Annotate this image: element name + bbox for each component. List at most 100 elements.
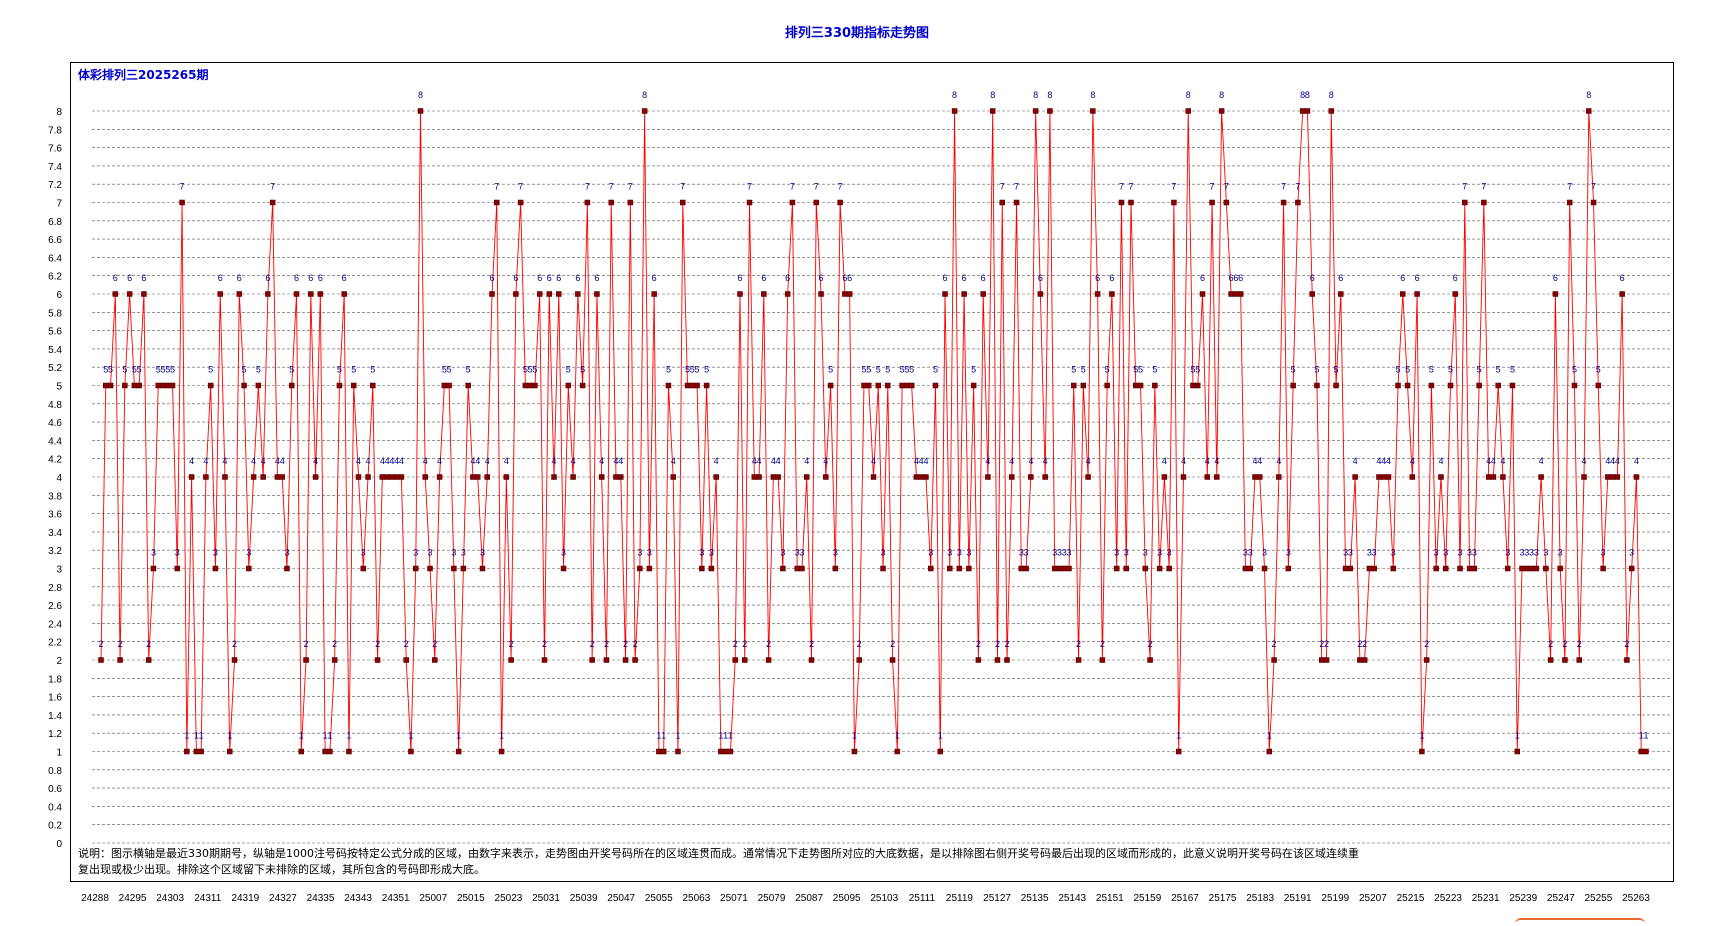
data-label: 8: [1047, 90, 1052, 100]
data-point: [174, 565, 181, 572]
data-label: 4: [1043, 456, 1048, 466]
data-point: [1419, 748, 1425, 755]
data-label: 5: [885, 365, 890, 375]
data-point: [508, 657, 514, 663]
data-point: [1199, 291, 1206, 297]
data-label: 3: [795, 548, 800, 558]
data-point: [312, 474, 319, 480]
data-label: 1: [1419, 731, 1424, 741]
data-label: 4: [1162, 456, 1167, 466]
data-point: [603, 657, 610, 663]
data-point: [184, 748, 190, 755]
data-point: [641, 108, 648, 114]
series-line: [100, 110, 1646, 752]
data-point: [637, 565, 643, 572]
data-label: 2: [98, 639, 103, 649]
data-label: 4: [1257, 456, 1262, 466]
data-label: 4: [475, 456, 480, 466]
data-point: [1638, 748, 1644, 755]
y-tick-label: 4.6: [48, 418, 62, 429]
data-label: 2: [146, 639, 151, 649]
data-point: [308, 291, 314, 297]
data-point: [770, 474, 777, 480]
data-label: 6: [1415, 273, 1420, 283]
data-label: 2: [1577, 639, 1582, 649]
y-tick-label: 3.4: [48, 528, 62, 539]
data-point: [203, 474, 209, 480]
data-label: 5: [442, 365, 447, 375]
data-point: [1447, 382, 1454, 389]
x-tick-label: 25143: [1058, 893, 1086, 904]
data-label: 1: [895, 731, 900, 741]
data-label: 5: [122, 365, 127, 375]
data-label: 4: [1615, 456, 1620, 466]
data-label: 5: [1496, 365, 1501, 375]
data-point: [498, 748, 505, 755]
y-tick-label: 6.6: [48, 235, 62, 246]
data-point: [689, 382, 696, 389]
data-label: 5: [1429, 365, 1434, 375]
data-point: [1137, 382, 1144, 389]
data-point: [474, 474, 481, 480]
data-label: 4: [385, 456, 390, 466]
data-label: 5: [108, 365, 113, 375]
data-point: [126, 291, 133, 297]
data-label: 3: [1543, 548, 1548, 558]
x-tick-label: 24319: [231, 893, 259, 904]
data-point: [451, 565, 457, 572]
data-label: 4: [804, 456, 809, 466]
data-point: [780, 565, 786, 572]
data-point: [1333, 382, 1339, 389]
chart-note: 说明：图示横轴是最近330期期号，纵轴是1000注号码按特定公式分成的区域，由数…: [78, 846, 1578, 878]
data-point: [1380, 474, 1387, 480]
data-point: [1028, 474, 1034, 480]
data-label: 4: [394, 456, 399, 466]
data-label: 4: [1028, 456, 1033, 466]
data-label: 3: [1534, 548, 1539, 558]
data-point: [927, 565, 934, 572]
data-point: [322, 748, 328, 755]
data-label: 2: [509, 639, 514, 649]
data-point: [188, 474, 195, 480]
data-label: 6: [1553, 273, 1558, 283]
data-point: [1285, 565, 1292, 572]
data-label: 1: [675, 731, 680, 741]
data-point: [1118, 199, 1125, 206]
data-label: 2: [995, 639, 1000, 649]
data-point: [1023, 565, 1029, 572]
data-label: 2: [542, 639, 547, 649]
x-tick-label: 25207: [1359, 893, 1387, 904]
y-tick-label: 6: [56, 290, 62, 301]
data-label: 5: [1448, 365, 1453, 375]
data-label: 3: [1467, 548, 1472, 558]
data-label: 3: [1524, 548, 1529, 558]
data-point: [565, 382, 572, 389]
data-point: [632, 657, 638, 663]
data-point: [1457, 565, 1463, 572]
data-label: 8: [952, 90, 957, 100]
data-label: 7: [1210, 182, 1215, 192]
data-label: 5: [165, 365, 170, 375]
data-label: 8: [418, 90, 423, 100]
data-label: 5: [1195, 365, 1200, 375]
data-point: [150, 565, 157, 572]
data-label: 7: [270, 182, 275, 192]
data-point: [532, 382, 538, 389]
data-point: [1299, 108, 1306, 114]
data-label: 5: [566, 365, 571, 375]
data-point: [1643, 748, 1649, 755]
data-point: [131, 382, 138, 389]
data-label: 7: [585, 182, 590, 192]
data-label: 4: [1214, 456, 1219, 466]
x-tick-label: 25191: [1284, 893, 1312, 904]
data-point: [274, 474, 281, 480]
data-label: 4: [399, 456, 404, 466]
data-point: [1614, 474, 1621, 480]
data-point: [1214, 474, 1220, 480]
data-point: [1204, 474, 1211, 480]
data-point: [1633, 474, 1640, 480]
data-label: 4: [776, 456, 781, 466]
data-point: [575, 291, 581, 297]
x-tick-label: 25015: [457, 893, 485, 904]
x-tick-label: 25095: [833, 893, 861, 904]
